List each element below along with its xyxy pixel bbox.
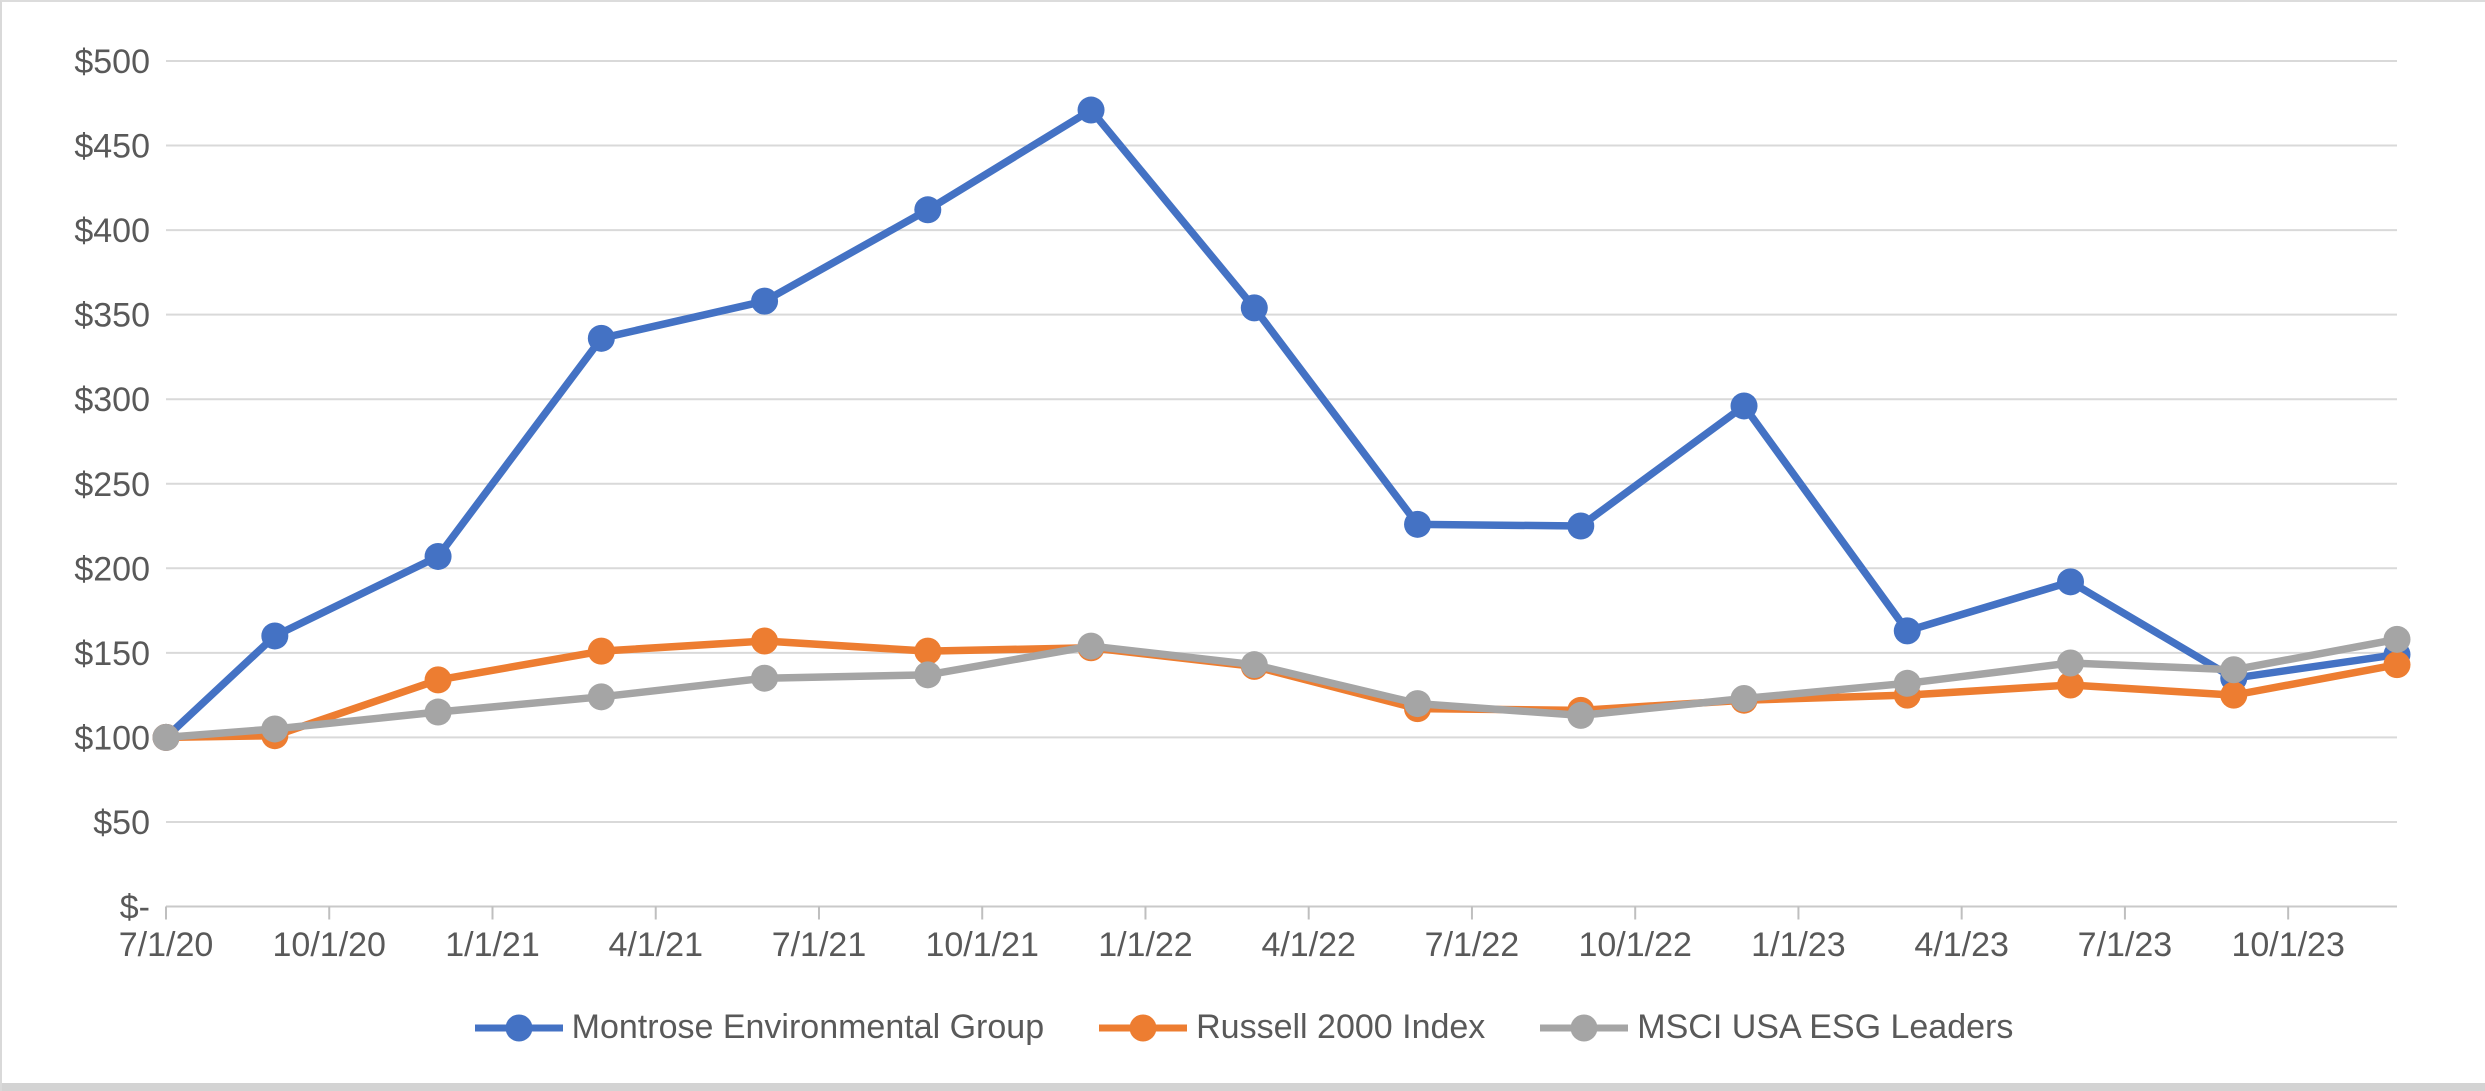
- data-point-marker: [587, 683, 615, 711]
- legend-item-russell: Russell 2000 Index: [1098, 1008, 1485, 1047]
- x-axis-tick-label: 4/1/23: [1914, 926, 2009, 964]
- data-point-marker: [1893, 617, 1921, 645]
- legend-label: MSCI USA ESG Leaders: [1637, 1008, 2014, 1046]
- x-axis-tick-label: 7/1/20: [119, 926, 214, 964]
- data-point-marker: [152, 723, 180, 751]
- x-axis-tick-label: 4/1/21: [608, 926, 703, 964]
- data-point-marker: [751, 287, 779, 315]
- data-point-marker: [1240, 294, 1268, 322]
- data-point-marker: [751, 627, 779, 655]
- data-point-marker: [914, 661, 942, 689]
- data-point-marker: [1730, 685, 1758, 713]
- data-point-marker: [1567, 512, 1595, 540]
- y-axis-tick-label: $150: [74, 635, 150, 673]
- x-axis-tick-label: 4/1/22: [1261, 926, 1356, 964]
- legend-label: Montrose Environmental Group: [571, 1008, 1045, 1046]
- y-axis-tick-label: $-: [120, 889, 150, 927]
- data-point-marker: [1077, 632, 1105, 660]
- data-point-marker: [424, 666, 452, 694]
- data-point-marker: [261, 715, 289, 743]
- legend-line-marker-icon: [1540, 1014, 1629, 1041]
- y-axis-tick-label: $450: [74, 128, 150, 166]
- data-point-marker: [2057, 568, 2085, 596]
- data-point-marker: [261, 622, 289, 650]
- y-axis-tick-label: $300: [74, 381, 150, 419]
- data-point-marker: [2220, 656, 2248, 684]
- x-axis-tick-label: 10/1/22: [1578, 926, 1691, 964]
- data-point-marker: [2383, 625, 2411, 653]
- legend-line-marker-icon: [1099, 1014, 1188, 1041]
- x-axis-tick-label: 1/1/21: [445, 926, 540, 964]
- y-axis-tick-label: $100: [74, 719, 150, 757]
- data-point-marker: [1404, 690, 1432, 718]
- data-point-marker: [424, 698, 452, 726]
- x-axis-tick-label: 10/1/23: [2231, 926, 2344, 964]
- x-axis-tick-label: 7/1/23: [2078, 926, 2173, 964]
- data-point-marker: [1730, 392, 1758, 420]
- data-point-marker: [1893, 669, 1921, 697]
- data-point-marker: [1240, 651, 1268, 679]
- data-point-marker: [1404, 510, 1432, 538]
- data-point-marker: [2057, 649, 2085, 677]
- data-point-marker: [751, 664, 779, 692]
- legend-item-montrose: Montrose Environmental Group: [474, 1008, 1044, 1047]
- x-axis-tick-label: 7/1/22: [1425, 926, 1520, 964]
- x-axis-tick-label: 10/1/21: [925, 926, 1038, 964]
- legend-item-msci: MSCI USA ESG Leaders: [1539, 1008, 2013, 1047]
- legend-label: Russell 2000 Index: [1196, 1008, 1486, 1046]
- data-point-marker: [587, 637, 615, 665]
- data-point-marker: [914, 196, 942, 224]
- data-point-marker: [1077, 96, 1105, 124]
- y-axis-tick-label: $350: [74, 297, 150, 335]
- data-point-marker: [1567, 701, 1595, 729]
- y-axis-tick-label: $500: [74, 43, 150, 81]
- x-axis-tick-label: 7/1/21: [772, 926, 867, 964]
- legend-line-marker-icon: [474, 1014, 563, 1041]
- data-point-marker: [2220, 681, 2248, 709]
- chart-legend: Montrose Environmental Group Russell 200…: [2, 1008, 2485, 1047]
- series-line: [162, 106, 2401, 742]
- y-axis-tick-label: $250: [74, 466, 150, 504]
- bottom-edge-strip: [2, 1083, 2485, 1091]
- y-axis-tick-label: $200: [74, 550, 150, 588]
- data-point-marker: [2057, 671, 2085, 699]
- x-axis-tick-label: 1/1/23: [1751, 926, 1846, 964]
- data-point-marker: [914, 637, 942, 665]
- data-point-marker: [587, 324, 615, 352]
- y-axis-tick-label: $50: [93, 804, 150, 842]
- x-axis-tick-label: 1/1/22: [1098, 926, 1193, 964]
- x-axis-tick-label: 10/1/20: [273, 926, 386, 964]
- data-point-marker: [424, 542, 452, 570]
- data-point-marker: [2383, 651, 2411, 679]
- y-axis-tick-label: $400: [74, 212, 150, 250]
